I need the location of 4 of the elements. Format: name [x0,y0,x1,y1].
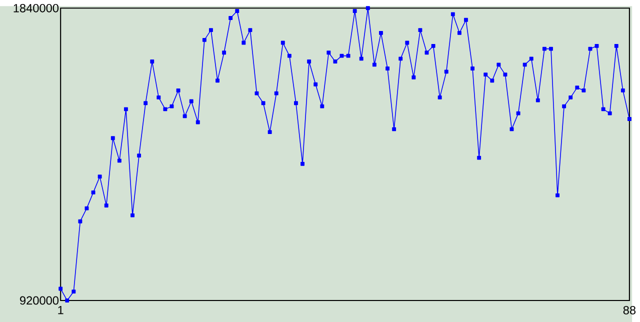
x-tick-label: 1 [58,306,64,314]
y-tick-label: 1840000 [14,4,59,12]
x-tick-label: 88 [623,306,636,314]
y-tick-label: 920000 [20,296,59,305]
